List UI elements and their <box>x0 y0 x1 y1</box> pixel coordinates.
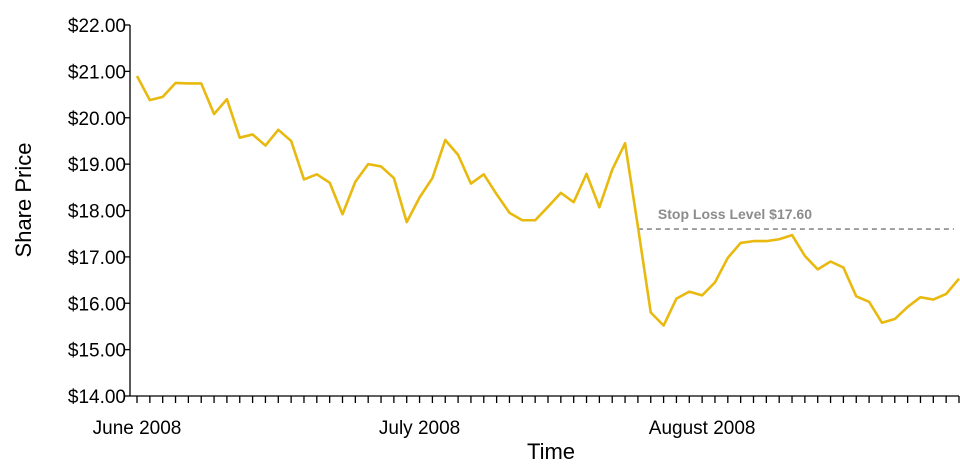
stop-loss-annotation: Stop Loss Level $17.60 <box>638 206 954 229</box>
price-series <box>137 76 959 326</box>
x-axis-title: Time <box>527 439 575 464</box>
y-tick-label: $16.00 <box>68 294 126 315</box>
price-line <box>137 76 959 326</box>
stop-loss-label: Stop Loss Level $17.60 <box>658 206 812 222</box>
x-axis: June 2008 July 2008 August 2008 <box>93 396 959 439</box>
x-tick-label: August 2008 <box>649 418 756 439</box>
y-axis: $14.00 $15.00 $16.00 $17.00 $18.00 $19.00 $20.… <box>68 16 130 408</box>
y-axis-title: Share Price <box>11 143 36 258</box>
y-tick-label: $14.00 <box>68 387 126 408</box>
y-tick-label: $22.00 <box>68 16 126 37</box>
x-tick-label: July 2008 <box>379 418 460 439</box>
y-tick-label: $15.00 <box>68 341 126 362</box>
y-tick-label: $21.00 <box>68 62 126 83</box>
y-tick-label: $18.00 <box>68 202 126 223</box>
x-tick-label: June 2008 <box>93 418 182 439</box>
y-tick-label: $20.00 <box>68 109 126 130</box>
y-tick-label: $19.00 <box>68 155 126 176</box>
y-tick-label: $17.00 <box>68 248 126 269</box>
